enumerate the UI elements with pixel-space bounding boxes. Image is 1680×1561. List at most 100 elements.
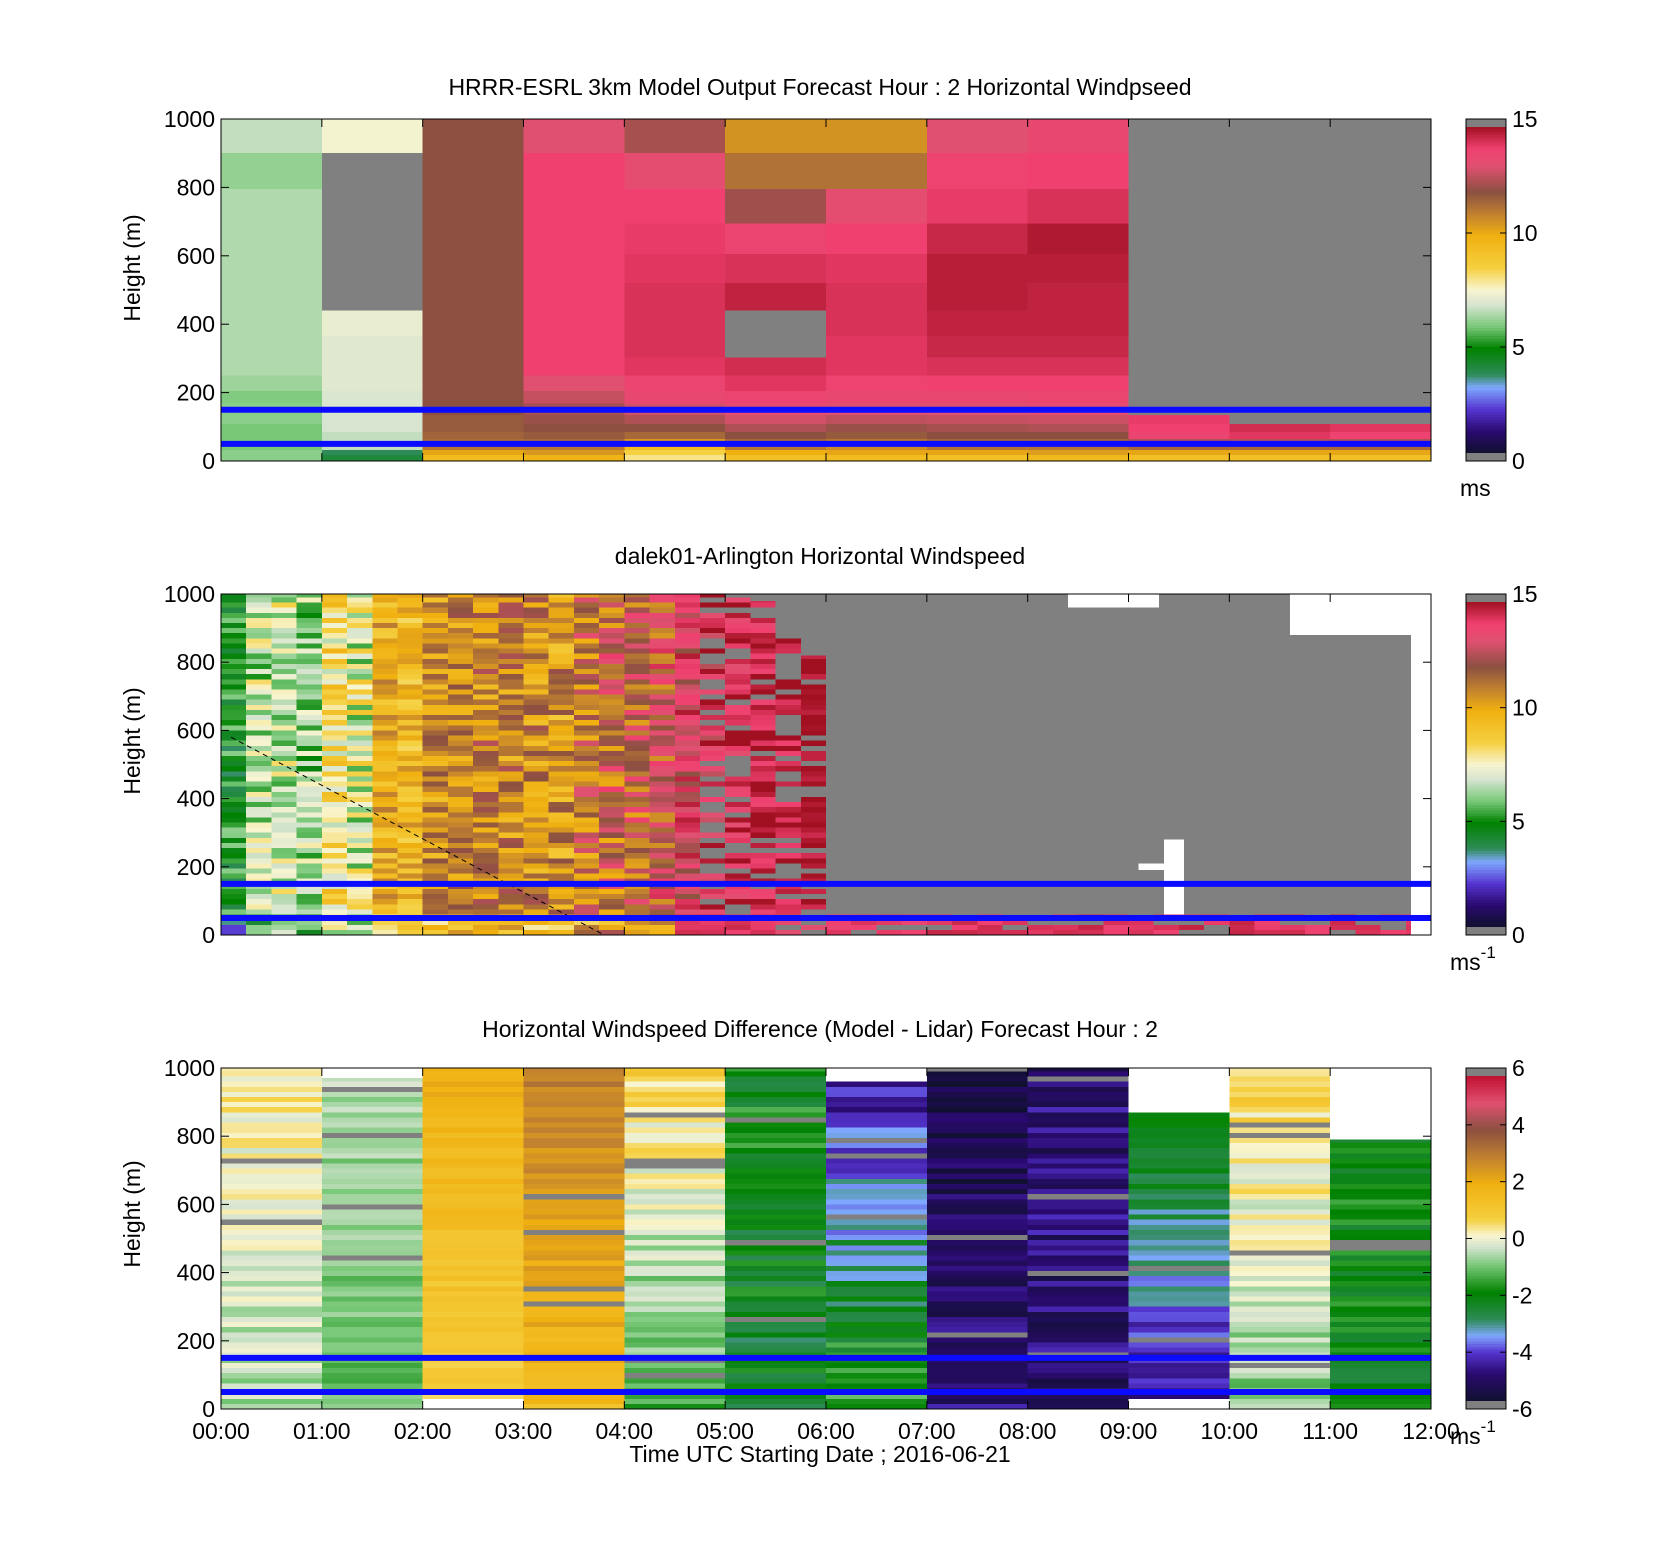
heatmap-cell bbox=[422, 622, 448, 629]
heatmap-cell bbox=[498, 812, 524, 818]
colorbar-swatch bbox=[1466, 170, 1506, 174]
heatmap-cell bbox=[624, 390, 726, 404]
heatmap-cell bbox=[321, 622, 348, 629]
heatmap-cell bbox=[926, 1322, 1028, 1328]
heatmap-cell bbox=[624, 1255, 726, 1261]
colorbar-swatch bbox=[1466, 295, 1506, 299]
colorbar-swatch bbox=[1466, 189, 1506, 193]
heatmap-cell bbox=[649, 909, 675, 915]
heatmap-cell bbox=[624, 791, 650, 797]
colorbar-swatch bbox=[1466, 1314, 1506, 1318]
heatmap-cell bbox=[347, 628, 373, 634]
heatmap-cell bbox=[725, 336, 826, 358]
heatmap-cell bbox=[221, 1132, 322, 1138]
colorbar-swatch bbox=[1466, 325, 1506, 329]
colorbar-swatch bbox=[1466, 1319, 1506, 1323]
heatmap-cell bbox=[221, 254, 322, 284]
heatmap-cell bbox=[1229, 119, 1331, 154]
colorbar-swatch bbox=[1466, 143, 1506, 147]
heatmap-cell bbox=[221, 1270, 322, 1277]
heatmap-cell bbox=[422, 254, 524, 284]
colorbar-tick-label: 2 bbox=[1512, 1169, 1525, 1195]
heatmap-cell bbox=[447, 745, 474, 751]
heatmap-cell bbox=[523, 761, 549, 767]
heatmap-cell bbox=[523, 424, 625, 432]
colorbar-swatch bbox=[1466, 173, 1506, 176]
heatmap-cell bbox=[523, 796, 549, 803]
heatmap-cell bbox=[523, 1194, 625, 1200]
heatmap-cell bbox=[447, 663, 474, 670]
heatmap-cell bbox=[573, 643, 600, 649]
heatmap-cell bbox=[548, 669, 574, 675]
heatmap-cell bbox=[826, 1168, 927, 1174]
colorbar-swatch bbox=[1466, 167, 1506, 171]
heatmap-cell bbox=[321, 740, 348, 746]
heatmap-cell bbox=[649, 694, 675, 700]
panel-lidar-ylabel: Height (m) bbox=[119, 687, 145, 794]
heatmap-cell bbox=[221, 424, 322, 432]
colorbar-swatch bbox=[1466, 140, 1506, 144]
heatmap-cell bbox=[523, 771, 549, 777]
heatmap-cell bbox=[548, 858, 574, 864]
colorbar-swatch bbox=[1466, 1235, 1506, 1239]
colorbar-swatch bbox=[1466, 1159, 1506, 1163]
heatmap-cell bbox=[725, 602, 751, 608]
heatmap-cell bbox=[1027, 1265, 1129, 1271]
heatmap-cell bbox=[649, 888, 675, 895]
heatmap-cell bbox=[1128, 1158, 1230, 1164]
heatmap-cell bbox=[1229, 1383, 1331, 1389]
heatmap-cell bbox=[725, 638, 751, 644]
heatmap-cell bbox=[1229, 1250, 1331, 1256]
heatmap-cell bbox=[775, 725, 801, 731]
heatmap-cell bbox=[1128, 1301, 1230, 1307]
heatmap-cell bbox=[498, 832, 524, 838]
heatmap-cell bbox=[422, 858, 448, 864]
heatmap-cell bbox=[447, 694, 474, 700]
heatmap-cell bbox=[599, 909, 625, 915]
heatmap-cell bbox=[498, 643, 524, 649]
heatmap-cell bbox=[624, 602, 650, 608]
heatmap-cell bbox=[422, 1393, 524, 1399]
heatmap-cell bbox=[548, 894, 574, 900]
heatmap-cell bbox=[649, 873, 675, 879]
heatmap-cell bbox=[1027, 1398, 1129, 1404]
heatmap-cell bbox=[1229, 153, 1331, 190]
heatmap-cell bbox=[674, 602, 700, 608]
heatmap-cell bbox=[321, 802, 348, 808]
heatmap-cell bbox=[926, 431, 1028, 439]
heatmap-cell bbox=[725, 1332, 826, 1338]
heatmap-cell bbox=[523, 1270, 625, 1277]
colorbar-swatch bbox=[1466, 1176, 1506, 1179]
heatmap-cell bbox=[725, 1224, 826, 1230]
colorbar-swatch bbox=[1466, 203, 1506, 206]
heatmap-cell bbox=[1027, 1143, 1129, 1149]
heatmap-cell bbox=[826, 390, 927, 404]
colorbar-swatch bbox=[1466, 349, 1506, 353]
heatmap-cell bbox=[498, 755, 524, 762]
heatmap-cell bbox=[674, 755, 700, 762]
heatmap-cell bbox=[221, 1240, 322, 1246]
heatmap-cell bbox=[674, 674, 700, 680]
heatmap-cell bbox=[573, 929, 600, 935]
heatmap-cell bbox=[573, 832, 600, 838]
heatmap-cell bbox=[221, 1332, 322, 1338]
heatmap-cell bbox=[674, 817, 700, 823]
heatmap-cell bbox=[599, 704, 625, 710]
colorbar-swatch bbox=[1466, 442, 1506, 445]
heatmap-cell bbox=[1229, 1403, 1331, 1409]
heatmap-cell bbox=[523, 929, 549, 935]
heatmap-cell bbox=[271, 786, 297, 792]
colorbar-swatch bbox=[1466, 688, 1506, 692]
heatmap-cell bbox=[296, 709, 322, 716]
heatmap-cell bbox=[296, 699, 322, 705]
heatmap-cell bbox=[221, 1250, 322, 1256]
heatmap-cell bbox=[296, 633, 322, 639]
heatmap-cell bbox=[271, 909, 297, 915]
heatmap-cell bbox=[271, 740, 297, 746]
heatmap-cell bbox=[649, 771, 675, 777]
heatmap-cell bbox=[397, 725, 423, 731]
heatmap-cell bbox=[447, 827, 474, 833]
heatmap-cell bbox=[750, 868, 776, 874]
heatmap-cell bbox=[321, 1194, 423, 1200]
